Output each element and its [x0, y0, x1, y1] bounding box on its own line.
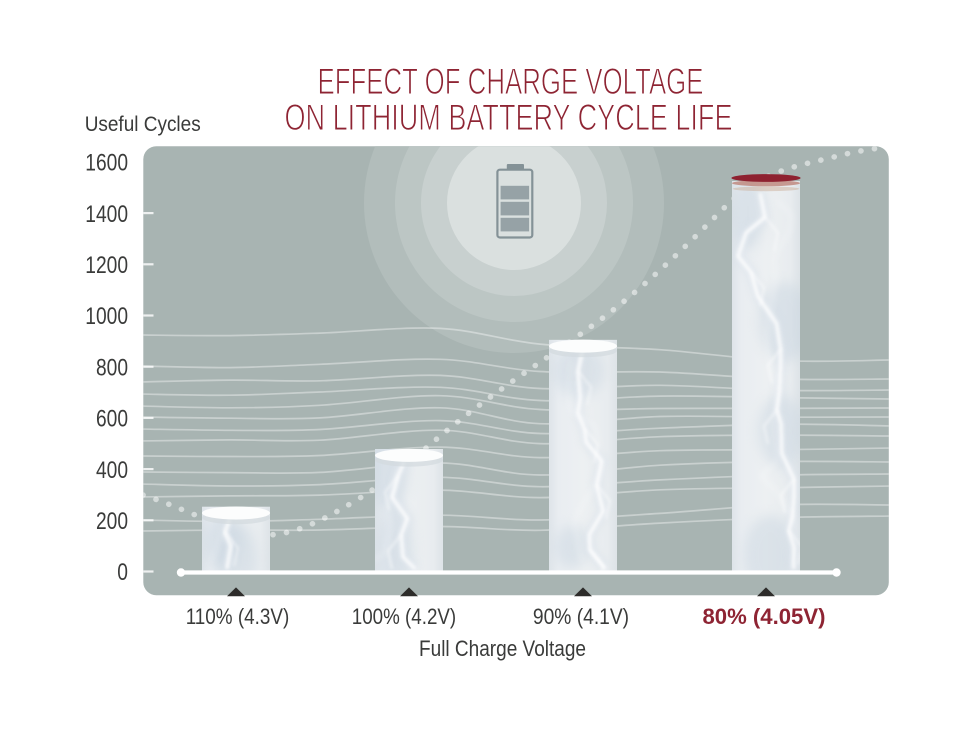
svg-text:EFFECT OF CHARGE VOLTAGE: EFFECT OF CHARGE VOLTAGE	[318, 61, 704, 102]
svg-text:1200: 1200	[85, 252, 128, 279]
svg-text:1600: 1600	[85, 150, 128, 177]
svg-text:400: 400	[96, 457, 128, 484]
svg-text:1400: 1400	[85, 201, 128, 228]
svg-text:80% (4.05V): 80% (4.05V)	[703, 604, 826, 629]
svg-text:Full Charge Voltage: Full Charge Voltage	[419, 636, 586, 661]
svg-text:1000: 1000	[85, 303, 128, 330]
svg-text:ON LITHIUM BATTERY CYCLE LIFE: ON LITHIUM BATTERY CYCLE LIFE	[285, 97, 733, 138]
svg-text:800: 800	[96, 354, 128, 381]
svg-text:90% (4.1V): 90% (4.1V)	[533, 604, 629, 629]
svg-text:0: 0	[117, 559, 128, 586]
svg-text:100% (4.2V): 100% (4.2V)	[352, 604, 456, 629]
svg-text:600: 600	[96, 406, 128, 433]
svg-text:110% (4.3V): 110% (4.3V)	[186, 604, 290, 629]
svg-text:Useful Cycles: Useful Cycles	[85, 113, 201, 136]
svg-text:200: 200	[96, 508, 128, 535]
